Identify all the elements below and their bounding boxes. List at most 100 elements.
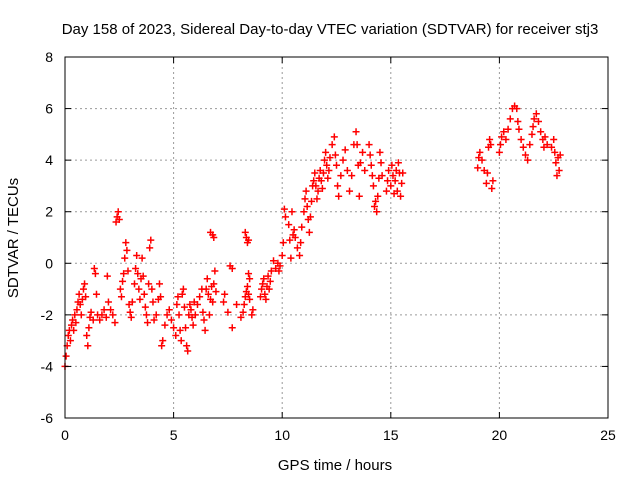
data-point xyxy=(500,128,508,136)
data-point xyxy=(161,321,169,329)
data-point xyxy=(245,290,253,298)
data-point xyxy=(220,298,228,306)
data-point xyxy=(87,308,95,316)
data-point xyxy=(204,290,212,298)
data-point xyxy=(239,308,247,316)
data-point xyxy=(196,293,204,301)
data-point xyxy=(173,301,181,309)
data-point xyxy=(382,187,390,195)
data-point xyxy=(259,280,267,288)
data-point xyxy=(339,156,347,164)
data-point xyxy=(178,290,186,298)
data-point xyxy=(152,311,160,319)
data-point xyxy=(121,254,129,262)
data-point xyxy=(115,215,123,223)
data-point xyxy=(102,313,110,321)
data-point xyxy=(476,148,484,156)
data-point xyxy=(356,159,364,167)
data-point xyxy=(313,195,321,203)
data-point xyxy=(276,262,284,270)
data-point xyxy=(96,316,104,324)
data-point xyxy=(322,148,330,156)
data-point xyxy=(199,308,207,316)
data-point xyxy=(70,326,78,334)
data-point xyxy=(285,221,293,229)
data-point xyxy=(211,267,219,275)
data-point xyxy=(534,117,542,125)
y-tick-label: -6 xyxy=(41,410,54,426)
data-point xyxy=(180,303,188,311)
data-point xyxy=(186,301,194,309)
data-point xyxy=(365,141,373,149)
data-point xyxy=(506,115,514,123)
data-point xyxy=(157,293,165,301)
data-point xyxy=(333,161,340,169)
data-point xyxy=(68,321,76,329)
data-point xyxy=(200,316,208,324)
data-point xyxy=(543,141,551,149)
data-point xyxy=(267,267,275,275)
data-point xyxy=(183,342,191,350)
data-point xyxy=(135,285,143,293)
data-point xyxy=(478,156,486,164)
data-point xyxy=(486,136,494,144)
data-point xyxy=(228,324,236,332)
data-point xyxy=(305,228,313,236)
data-point xyxy=(290,226,298,234)
data-point xyxy=(488,185,496,193)
data-point xyxy=(519,143,527,151)
data-point xyxy=(553,172,561,180)
y-tick-label: 8 xyxy=(45,49,53,65)
data-point xyxy=(77,311,85,319)
data-point xyxy=(318,185,326,193)
data-point xyxy=(179,285,187,293)
data-point xyxy=(504,125,512,133)
data-point xyxy=(388,161,396,169)
data-point xyxy=(389,172,397,180)
grid-lines xyxy=(65,57,608,418)
y-axis-ticks: -6 -4 -2 0 2 4 6 8 xyxy=(41,49,608,426)
data-point xyxy=(264,272,272,280)
data-point xyxy=(146,244,154,252)
data-point xyxy=(104,298,112,306)
data-point xyxy=(361,166,369,174)
data-point xyxy=(306,213,314,221)
data-point xyxy=(79,285,87,293)
data-point xyxy=(187,306,195,314)
data-point xyxy=(92,290,100,298)
data-point xyxy=(311,169,319,177)
data-point xyxy=(399,169,407,177)
data-point xyxy=(291,234,299,241)
data-point xyxy=(142,311,150,319)
data-point xyxy=(148,285,156,293)
data-point xyxy=(124,267,132,275)
data-point xyxy=(103,272,111,280)
data-point xyxy=(241,228,249,236)
data-point xyxy=(228,264,236,272)
y-tick-label: 4 xyxy=(45,152,53,168)
data-point xyxy=(376,148,384,156)
x-tick-label: 5 xyxy=(170,427,178,443)
data-point xyxy=(165,306,173,314)
data-point xyxy=(98,311,106,319)
data-point xyxy=(158,342,166,350)
data-point xyxy=(82,293,90,301)
data-point xyxy=(243,282,251,290)
data-point xyxy=(224,308,232,316)
data-point xyxy=(261,290,269,298)
data-point xyxy=(159,337,167,345)
data-point xyxy=(248,311,256,319)
data-point xyxy=(265,285,273,293)
data-point xyxy=(111,319,119,327)
data-point xyxy=(91,270,99,278)
data-point xyxy=(245,270,253,278)
data-point xyxy=(123,246,131,254)
data-point xyxy=(245,236,253,244)
data-point xyxy=(184,347,192,355)
data-point xyxy=(552,159,560,167)
data-point xyxy=(528,130,536,138)
data-point xyxy=(209,298,217,306)
data-point xyxy=(398,179,406,187)
data-point xyxy=(355,192,363,200)
data-point xyxy=(489,177,497,185)
